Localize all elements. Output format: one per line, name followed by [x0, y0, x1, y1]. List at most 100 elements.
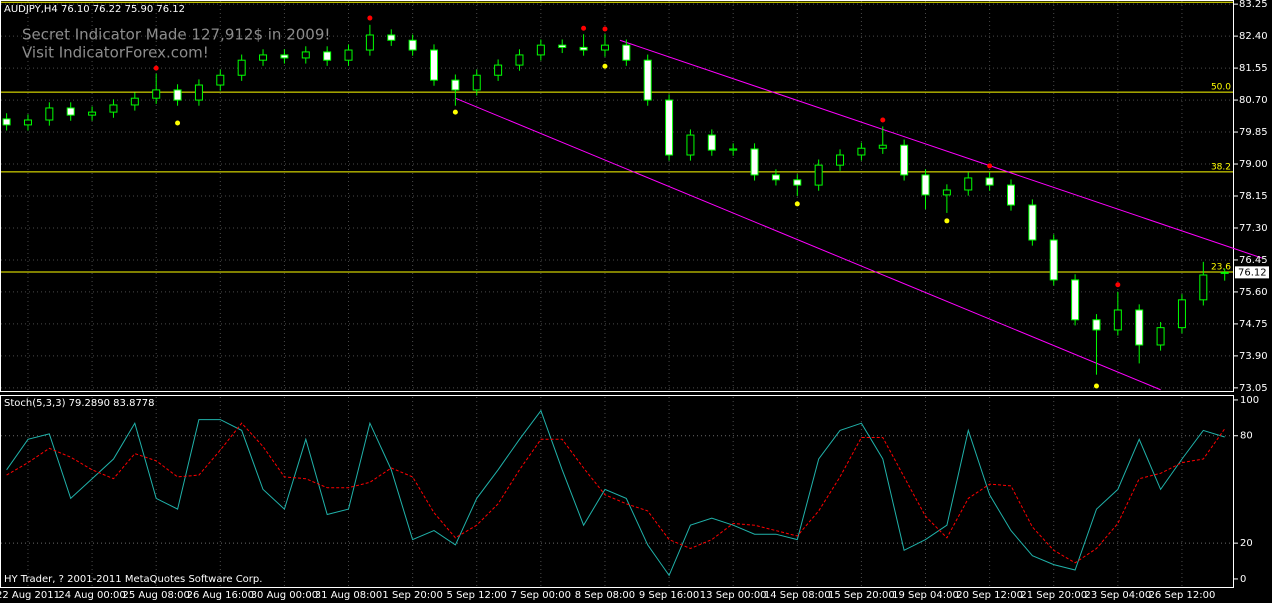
x-tick-label: 25 Aug 08:00 [122, 590, 189, 601]
fractal-marker [880, 117, 886, 123]
y-tick-label: 100 [1240, 395, 1259, 406]
candle-body [750, 148, 759, 176]
candle-body [387, 34, 396, 41]
candle-body [451, 79, 460, 91]
fib-label: 38.2 [1211, 162, 1231, 172]
price-label: 76.12 [1238, 267, 1267, 278]
candle-body [921, 174, 930, 196]
candle-body [836, 154, 845, 166]
stoch-line [6, 422, 1226, 564]
trendline [619, 39, 1263, 259]
candle-body [878, 144, 887, 149]
candle-body [344, 49, 353, 61]
x-tick-label: 26 Aug 16:00 [187, 590, 254, 601]
x-tick-label: 19 Sep 04:00 [892, 590, 959, 601]
y-tick-label: 74.75 [1239, 319, 1268, 330]
candle-body [814, 164, 823, 186]
x-tick-label: 8 Sep 08:00 [575, 590, 635, 601]
y-tick-label: 73.05 [1239, 383, 1268, 394]
x-tick-label: 13 Sep 00:00 [700, 590, 767, 601]
candle-body [280, 54, 289, 59]
candle-body [964, 177, 973, 191]
y-tick-label: 80.70 [1239, 95, 1268, 106]
candle-body [88, 111, 97, 116]
candle-body [707, 134, 716, 151]
candle-body [365, 34, 374, 51]
price-box [1235, 266, 1269, 279]
y-tick-label: 79.85 [1239, 127, 1268, 138]
candle-body [1049, 239, 1058, 281]
plot-layer: 61.8 50.0 38.2 23.6 [1, 0, 1263, 586]
fractal-marker [581, 25, 587, 31]
candle-body [130, 97, 139, 106]
candle-body [665, 99, 674, 156]
fractal-marker [1115, 282, 1121, 288]
copyright: HY Trader, ? 2001-2011 MetaQuotes Softwa… [4, 574, 262, 585]
y-tick-label: 78.15 [1239, 191, 1268, 202]
candle-body [515, 54, 524, 66]
candle-body [729, 148, 738, 151]
y-tick-label: 81.55 [1239, 63, 1268, 74]
candle-body [579, 46, 588, 51]
candle-body [558, 44, 567, 48]
fractal-marker [602, 26, 608, 32]
candle-body [1028, 204, 1037, 241]
fractal-marker [153, 65, 159, 71]
candle-body [23, 119, 32, 126]
x-tick-label: 15 Sep 20:00 [828, 590, 895, 601]
fib-label: 23.6 [1211, 262, 1231, 272]
trendline [455, 97, 1161, 391]
candle-body [1071, 279, 1080, 321]
x-tick-label: 22 Aug 2011 [0, 590, 60, 601]
annotation: Secret Indicator Made 127,912$ in 2009! [22, 26, 330, 44]
fib-label: 61.8 [1211, 0, 1231, 3]
candle-body [1220, 271, 1229, 274]
candle-body [494, 64, 503, 76]
candle-body [643, 59, 652, 101]
candle-body [686, 134, 695, 156]
fib-label: 50.0 [1211, 83, 1231, 93]
y-tick-label: 82.40 [1239, 31, 1268, 42]
candle-body [152, 89, 161, 99]
candle-body [237, 59, 246, 76]
x-tick-label: 26 Sep 12:00 [1149, 590, 1216, 601]
candle-body [942, 189, 951, 196]
x-tick-label: 9 Sep 16:00 [639, 590, 699, 601]
candle-body [45, 107, 54, 121]
x-tick-label: 30 Aug 00:00 [251, 590, 318, 601]
candle-body [1006, 184, 1015, 206]
y-tick-label: 76.45 [1239, 255, 1268, 266]
y-tick-label: 20 [1240, 538, 1253, 549]
x-tick-label: 21 Sep 20:00 [1020, 590, 1087, 601]
candle-body [430, 49, 438, 81]
x-tick-label: 1 Sep 20:00 [382, 590, 442, 601]
y-tick-label: 79.00 [1239, 159, 1268, 170]
indicator-title: Stoch(5,3,3) 79.2890 83.8778 [4, 398, 155, 409]
candle-body [1113, 309, 1122, 331]
y-tick-label: 0 [1240, 574, 1246, 585]
candle-body [66, 107, 75, 116]
fractal-marker [794, 201, 800, 207]
x-tick-label: 20 Sep 12:00 [956, 590, 1023, 601]
candle-body [301, 51, 310, 59]
y-tick-label: 75.60 [1239, 287, 1268, 298]
fractal-marker [602, 63, 608, 69]
annotation: Visit IndicatorForex.com! [22, 44, 209, 62]
candle-body [793, 179, 802, 186]
candle-body [1199, 274, 1208, 301]
candle-body [1156, 327, 1165, 346]
fractal-marker [944, 218, 950, 224]
candle-body [857, 147, 866, 156]
x-tick-label: 23 Sep 04:00 [1084, 590, 1151, 601]
y-tick-label: 77.30 [1239, 223, 1268, 234]
stoch-line [6, 409, 1225, 577]
x-tick-label: 31 Aug 08:00 [315, 590, 382, 601]
y-tick-label: 83.25 [1239, 0, 1268, 10]
candle-body [536, 44, 545, 56]
candle-body [1135, 309, 1144, 346]
candle-body [771, 174, 780, 181]
candle-body [900, 144, 909, 176]
candle-body [323, 51, 332, 61]
candle-body [1092, 319, 1101, 331]
